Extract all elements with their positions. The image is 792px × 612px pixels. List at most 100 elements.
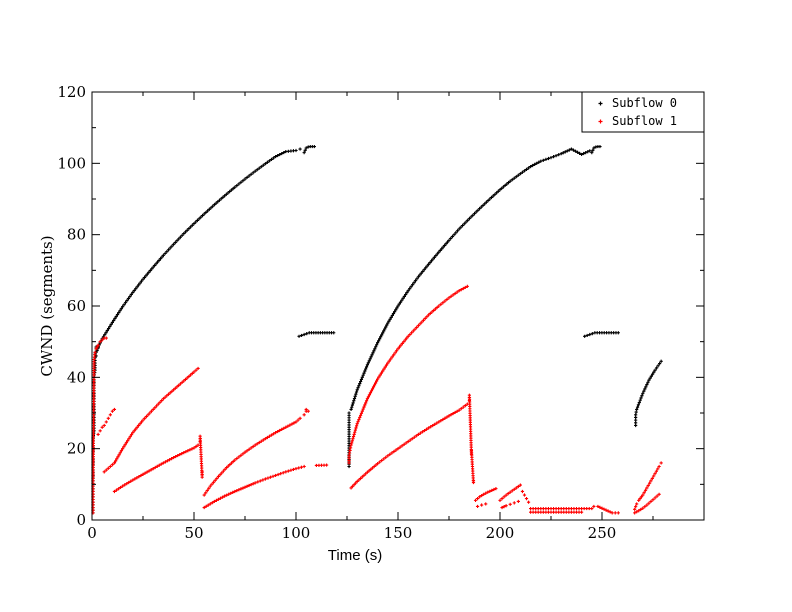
data-point [148, 411, 152, 415]
data-point [229, 188, 233, 192]
data-point [189, 225, 193, 229]
data-point [586, 150, 590, 154]
data-point [359, 411, 364, 415]
data-point [131, 478, 135, 482]
data-point [369, 467, 373, 471]
data-point [524, 167, 529, 171]
data-point [431, 423, 435, 428]
data-point [441, 245, 445, 249]
legend-box [581, 91, 705, 133]
data-point [415, 325, 419, 329]
data-point [369, 389, 374, 393]
data-point [332, 331, 336, 335]
data-point [382, 329, 386, 333]
data-point [461, 223, 465, 228]
data-point [95, 345, 99, 349]
data-point [100, 425, 104, 429]
data-point [175, 239, 179, 243]
data-point [325, 463, 329, 467]
data-point [365, 470, 369, 474]
data-point [361, 373, 365, 377]
data-point [649, 374, 653, 378]
data-point [422, 268, 426, 272]
data-point [406, 334, 410, 338]
data-point [503, 183, 507, 188]
data-point [226, 464, 230, 468]
data-point [115, 312, 120, 317]
data-point [634, 415, 638, 420]
data-point [221, 195, 225, 199]
data-point [364, 472, 368, 476]
data-point [461, 405, 465, 409]
data-point [96, 343, 100, 347]
data-point [642, 491, 646, 495]
data-point [604, 508, 608, 512]
data-point [347, 454, 351, 458]
data-point [396, 447, 400, 451]
data-point [253, 169, 257, 173]
data-point [114, 488, 119, 492]
data-point [351, 437, 355, 441]
data-point [639, 507, 643, 512]
data-point [108, 324, 112, 329]
x-tick-label: 150 [384, 524, 413, 542]
data-point [163, 395, 167, 399]
data-point [447, 414, 451, 418]
data-point [405, 336, 409, 340]
data-point [207, 486, 211, 490]
data-point [606, 509, 610, 513]
data-point [210, 501, 214, 505]
y-tick-label: 120 [57, 83, 86, 101]
data-point [253, 443, 257, 447]
data-point [219, 197, 223, 201]
data-point [524, 497, 529, 501]
data-point [385, 323, 389, 327]
data-point [549, 156, 553, 160]
data-point [211, 204, 215, 208]
data-point [379, 335, 383, 339]
y-tick-label: 40 [67, 368, 86, 386]
data-point [459, 407, 463, 411]
data-point [261, 163, 265, 167]
data-point [110, 463, 114, 467]
data-point [427, 313, 431, 317]
data-point [405, 290, 409, 295]
data-point [368, 391, 373, 395]
data-point [638, 497, 642, 501]
data-point [117, 310, 121, 315]
data-point [106, 416, 110, 420]
data-point [373, 347, 377, 351]
data-point [190, 447, 194, 451]
data-point [274, 154, 278, 159]
data-point [169, 457, 174, 461]
data-point [294, 148, 298, 153]
data-point [284, 425, 288, 429]
data-point [408, 438, 412, 442]
data-point [231, 490, 235, 494]
data-point [220, 495, 225, 499]
data-point [445, 297, 449, 302]
data-point [582, 151, 586, 156]
data-point [437, 420, 441, 424]
data-point [146, 413, 150, 417]
data-point [113, 316, 117, 321]
data-point [223, 494, 227, 498]
data-point [475, 504, 480, 509]
data-point [444, 242, 448, 246]
data-point [192, 222, 196, 226]
data-point [647, 378, 651, 382]
data-point [551, 155, 556, 159]
data-point [352, 432, 356, 436]
data-point [583, 334, 587, 338]
data-point [411, 329, 415, 333]
data-point [126, 439, 130, 443]
data-point [211, 480, 216, 484]
data-point [395, 306, 399, 310]
data-point [505, 182, 509, 186]
data-point [214, 498, 219, 502]
y-tick-label: 20 [67, 440, 86, 458]
data-point [598, 144, 602, 149]
data-point [124, 441, 129, 445]
data-point [185, 376, 189, 380]
data-point [484, 200, 488, 204]
